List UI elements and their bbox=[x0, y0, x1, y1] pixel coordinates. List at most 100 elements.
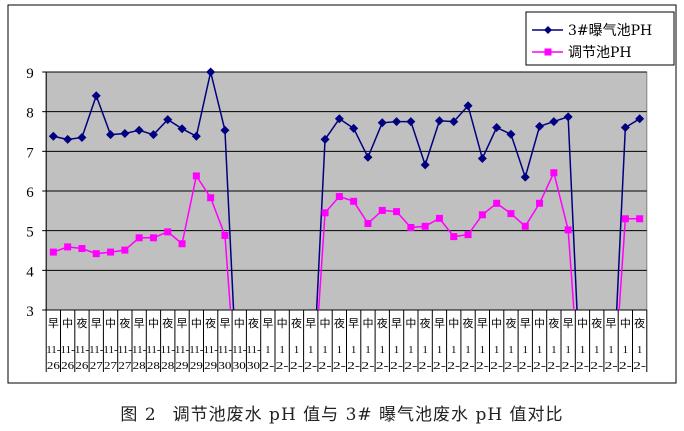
x-tick-label-date-top: 11- bbox=[46, 344, 61, 356]
x-tick-label-date-bottom: 30 bbox=[247, 360, 261, 372]
x-tick-label-date-bottom: 29 bbox=[176, 360, 190, 372]
x-tick-label-date-top: 11- bbox=[118, 344, 133, 356]
x-tick-label-shift: 中 bbox=[234, 317, 245, 330]
data-point-diamond bbox=[449, 117, 459, 127]
x-tick-label-shift: 中 bbox=[491, 317, 502, 330]
data-point-diamond bbox=[220, 125, 230, 135]
data-point-square bbox=[521, 222, 529, 230]
x-tick-label-date-bottom: 2- bbox=[533, 360, 546, 372]
x-tick-label-shift: 夜 bbox=[76, 316, 87, 330]
x-tick-label-shift: 早 bbox=[434, 317, 445, 330]
x-tick-label-date-top: 1 bbox=[279, 344, 285, 356]
x-tick-label-shift: 夜 bbox=[505, 316, 516, 330]
x-tick-label-date-bottom: 2- bbox=[490, 360, 503, 372]
data-point-diamond bbox=[506, 129, 516, 139]
data-point-square bbox=[178, 240, 186, 248]
x-tick-label-shift: 夜 bbox=[463, 316, 474, 330]
x-tick-label-date-bottom: 2- bbox=[376, 360, 389, 372]
x-tick-label-date-top: 1 bbox=[480, 344, 486, 356]
data-point-square bbox=[135, 234, 143, 242]
x-tick-label-date-top: 1 bbox=[308, 344, 314, 356]
x-tick-label-shift: 早 bbox=[219, 317, 230, 330]
x-tick-label-shift: 中 bbox=[534, 317, 545, 330]
data-point-diamond bbox=[148, 130, 158, 140]
x-tick-label-shift: 早 bbox=[177, 317, 188, 330]
data-point-diamond bbox=[91, 91, 101, 101]
x-tick-label-date-bottom: 28 bbox=[147, 360, 161, 372]
legend-label: 3#曝气池PH bbox=[568, 23, 652, 39]
data-point-square bbox=[221, 231, 229, 239]
data-point-square bbox=[378, 206, 386, 214]
data-point-square bbox=[493, 199, 501, 207]
data-point-diamond bbox=[48, 131, 58, 141]
data-point-diamond bbox=[334, 114, 344, 124]
x-tick-label-date-top: 1 bbox=[422, 344, 428, 356]
x-tick-label-date-bottom: 2- bbox=[419, 360, 432, 372]
x-tick-label-shift: 早 bbox=[134, 317, 145, 330]
data-point-diamond bbox=[191, 131, 201, 141]
y-tick-label: 9 bbox=[26, 66, 34, 82]
x-tick-label-date-top: 11- bbox=[61, 344, 76, 356]
x-tick-label-shift: 早 bbox=[262, 317, 273, 330]
figure-caption: 图 2 调节池废水 pH 值与 3# 曝气池废水 pH 值对比 bbox=[0, 400, 684, 425]
data-point-diamond bbox=[120, 128, 130, 138]
x-tick-label-date-bottom: 2- bbox=[290, 360, 303, 372]
data-point-square bbox=[107, 248, 115, 256]
data-point-square bbox=[636, 215, 644, 223]
data-point-square bbox=[421, 222, 429, 230]
x-tick-label-date-top: 1 bbox=[365, 344, 371, 356]
data-point-square bbox=[564, 226, 572, 234]
x-tick-label-date-top: 1 bbox=[565, 344, 571, 356]
data-point-diamond bbox=[206, 67, 216, 77]
x-tick-label-date-bottom: 2- bbox=[562, 360, 575, 372]
data-point-diamond bbox=[392, 117, 402, 127]
x-tick-label-date-bottom: 2- bbox=[261, 360, 274, 372]
x-tick-label-date-top: 1 bbox=[594, 344, 600, 356]
data-point-diamond bbox=[363, 152, 373, 162]
data-point-square bbox=[507, 210, 515, 218]
data-point-diamond bbox=[463, 101, 473, 111]
y-tick-label: 7 bbox=[26, 145, 34, 161]
data-point-square bbox=[478, 211, 486, 219]
data-point-square bbox=[92, 250, 100, 258]
data-point-diamond bbox=[134, 125, 144, 135]
legend-box bbox=[525, 11, 675, 66]
x-tick-label-date-bottom: 2- bbox=[347, 360, 360, 372]
x-tick-label-date-bottom: 29 bbox=[190, 360, 204, 372]
x-tick-label-date-top: 1 bbox=[608, 344, 614, 356]
x-tick-label-date-bottom: 2- bbox=[519, 360, 532, 372]
x-tick-label-date-bottom: 27 bbox=[104, 360, 118, 372]
series-2 bbox=[49, 169, 644, 310]
x-tick-label-date-bottom: 28 bbox=[133, 360, 147, 372]
x-tick-label-shift: 夜 bbox=[162, 316, 173, 330]
data-point-square bbox=[164, 228, 172, 236]
data-point-square bbox=[621, 215, 629, 223]
x-tick-label-shift: 中 bbox=[405, 317, 416, 330]
data-point-square bbox=[464, 231, 472, 239]
data-point-diamond bbox=[477, 153, 487, 163]
x-tick-label-shift: 早 bbox=[606, 317, 617, 330]
y-tick-label: 3 bbox=[26, 304, 34, 320]
data-point-diamond bbox=[434, 116, 444, 126]
data-point-diamond bbox=[420, 160, 430, 170]
x-tick-label-shift: 夜 bbox=[420, 316, 431, 330]
x-tick-label-date-bottom: 27 bbox=[90, 360, 104, 372]
x-tick-label-date-bottom: 2- bbox=[390, 360, 403, 372]
x-tick-label-shift: 中 bbox=[105, 317, 116, 330]
data-point-square bbox=[393, 208, 401, 216]
legend-marker-diamond bbox=[544, 26, 552, 34]
x-tick-label-shift: 中 bbox=[577, 317, 588, 330]
data-point-square bbox=[149, 234, 157, 242]
x-tick-label-date-top: 11- bbox=[175, 344, 190, 356]
x-tick-label-shift: 中 bbox=[362, 317, 373, 330]
data-point-square bbox=[364, 220, 372, 228]
x-tick-label-shift: 夜 bbox=[377, 316, 388, 330]
x-tick-label-date-top: 1 bbox=[394, 344, 400, 356]
data-point-diamond bbox=[177, 124, 187, 134]
x-tick-label-date-top: 1 bbox=[337, 344, 343, 356]
x-tick-label-shift: 早 bbox=[305, 317, 316, 330]
x-tick-label-date-top: 1 bbox=[265, 344, 271, 356]
x-tick-label-date-top: 1 bbox=[451, 344, 457, 356]
x-tick-label-date-bottom: 2- bbox=[433, 360, 446, 372]
data-point-square bbox=[64, 243, 72, 251]
